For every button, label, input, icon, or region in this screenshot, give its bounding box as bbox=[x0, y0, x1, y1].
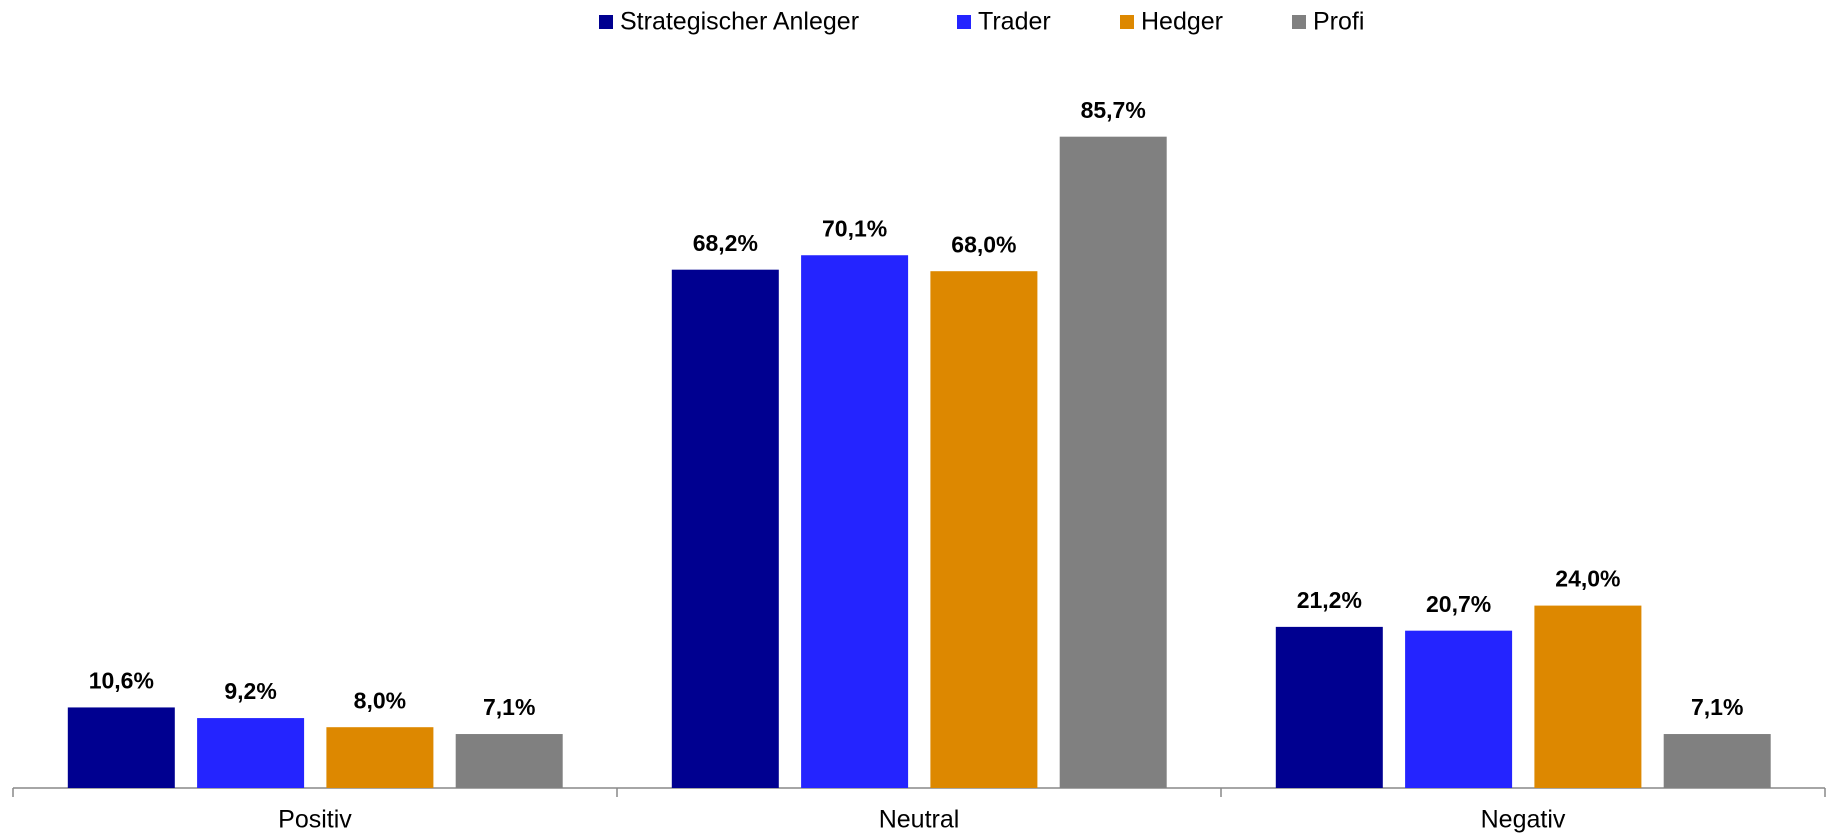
bar bbox=[1405, 630, 1513, 788]
data-label: 68,2% bbox=[693, 230, 758, 256]
bar bbox=[930, 271, 1038, 788]
data-label: 7,1% bbox=[1691, 694, 1743, 720]
legend-swatch bbox=[957, 15, 971, 29]
legend-swatch bbox=[1120, 15, 1134, 29]
data-label: 20,7% bbox=[1426, 591, 1491, 617]
data-label: 21,2% bbox=[1297, 587, 1362, 613]
bar bbox=[455, 734, 563, 788]
legend-label: Trader bbox=[978, 8, 1051, 36]
data-label: 9,2% bbox=[224, 678, 276, 704]
legend-label: Profi bbox=[1313, 8, 1364, 36]
data-label: 70,1% bbox=[822, 215, 887, 241]
data-label: 8,0% bbox=[354, 687, 406, 713]
bar bbox=[197, 718, 305, 788]
data-label: 24,0% bbox=[1555, 566, 1620, 592]
data-label: 68,0% bbox=[951, 231, 1016, 257]
x-tick-label: Negativ bbox=[1481, 806, 1566, 834]
x-tick-label: Positiv bbox=[278, 806, 352, 834]
bar bbox=[671, 269, 779, 788]
data-label: 85,7% bbox=[1081, 97, 1146, 123]
bar bbox=[801, 255, 909, 789]
bar bbox=[1275, 626, 1383, 788]
legend-swatch bbox=[599, 15, 613, 29]
data-label: 7,1% bbox=[483, 694, 535, 720]
bar bbox=[67, 707, 175, 788]
bar bbox=[1534, 605, 1642, 788]
bar bbox=[1663, 734, 1771, 788]
bar bbox=[326, 727, 434, 788]
data-label: 10,6% bbox=[89, 668, 154, 694]
bar bbox=[1059, 136, 1167, 788]
legend-swatch bbox=[1292, 15, 1306, 29]
legend-label: Hedger bbox=[1141, 8, 1223, 36]
x-tick-label: Neutral bbox=[879, 806, 960, 834]
legend-label: Strategischer Anleger bbox=[620, 8, 859, 36]
